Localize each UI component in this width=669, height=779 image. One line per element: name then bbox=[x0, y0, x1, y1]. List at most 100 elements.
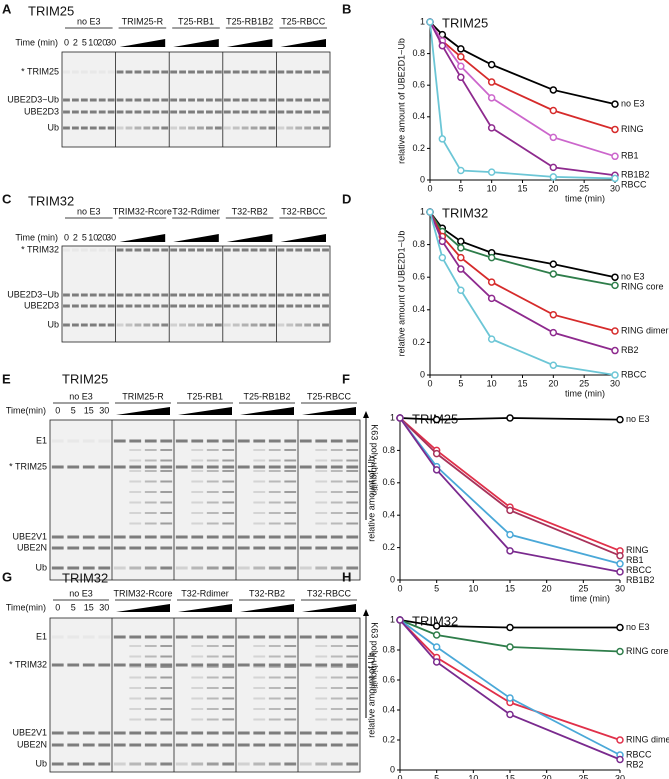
gel-band bbox=[250, 248, 258, 252]
time-tick: 2 bbox=[73, 37, 78, 47]
gel-band bbox=[67, 535, 80, 539]
gel-smear bbox=[222, 522, 235, 525]
y-tick-label: 0.2 bbox=[382, 734, 395, 744]
gel-band bbox=[116, 70, 124, 74]
panel-letter: E bbox=[2, 371, 11, 386]
data-point bbox=[396, 414, 404, 422]
gel-smear bbox=[315, 645, 328, 647]
gel-band bbox=[191, 465, 204, 469]
gel-band bbox=[206, 126, 213, 130]
gel-band bbox=[304, 293, 312, 297]
gel-band bbox=[82, 566, 95, 570]
data-point bbox=[457, 62, 465, 70]
gel-band bbox=[191, 663, 204, 667]
band-label: UBE2D3 bbox=[24, 300, 59, 310]
gel-band bbox=[330, 762, 343, 766]
gel-band bbox=[206, 323, 213, 327]
gel-band bbox=[299, 566, 312, 570]
gel-band bbox=[98, 70, 106, 74]
gel-smear bbox=[206, 645, 219, 647]
gel-band bbox=[268, 465, 281, 469]
gel-smear bbox=[330, 666, 343, 668]
gel-band bbox=[222, 663, 235, 667]
gel bbox=[61, 51, 331, 148]
gel-band bbox=[241, 98, 249, 102]
gel-band bbox=[98, 293, 106, 297]
gel-band bbox=[223, 248, 231, 252]
sample-label: TRIM32-Rcore bbox=[113, 588, 172, 598]
time-wedge bbox=[240, 604, 294, 612]
time-tick: 30 bbox=[106, 232, 116, 242]
gel-band bbox=[330, 465, 343, 469]
legend-label: RBCC bbox=[626, 749, 652, 759]
sample-label: no E3 bbox=[69, 588, 93, 598]
gel-smear bbox=[284, 655, 297, 658]
gel-band bbox=[51, 731, 64, 735]
gel-band bbox=[82, 635, 95, 639]
data-point bbox=[438, 253, 447, 262]
gel-smear bbox=[268, 449, 281, 451]
band-label: * TRIM25 bbox=[9, 461, 47, 471]
gel-band bbox=[284, 566, 297, 570]
y-axis-label: relative amount of Ub bbox=[366, 652, 376, 738]
gel-band bbox=[98, 635, 111, 639]
x-tick-label: 30 bbox=[610, 378, 620, 388]
gel-band bbox=[214, 323, 222, 327]
gel-band bbox=[214, 293, 222, 297]
gel-band bbox=[51, 743, 64, 747]
gel-smear bbox=[206, 501, 219, 504]
gel-band bbox=[237, 439, 250, 443]
gel-band bbox=[179, 98, 186, 102]
gel-smear bbox=[330, 449, 343, 451]
y-tick-label: 0.8 bbox=[412, 48, 425, 58]
gel-smear bbox=[129, 470, 142, 472]
x-tick-label: 30 bbox=[615, 583, 625, 593]
gel-band bbox=[80, 293, 88, 297]
sample-label: no E3 bbox=[77, 16, 101, 26]
sample-label: no E3 bbox=[77, 206, 101, 216]
gel-smear bbox=[330, 501, 343, 504]
gel-smear bbox=[330, 645, 343, 647]
y-tick-label: 0 bbox=[420, 369, 425, 379]
y-tick-label: 0 bbox=[390, 764, 395, 774]
chart-title: TRIM25 bbox=[442, 15, 488, 30]
sample-label: T32-RBCC bbox=[307, 588, 352, 598]
gel-smear bbox=[268, 718, 281, 721]
gel-band bbox=[161, 293, 169, 297]
gel-band bbox=[295, 126, 303, 130]
gel-band bbox=[315, 635, 328, 639]
x-tick-label: 20 bbox=[542, 773, 552, 779]
series-line bbox=[429, 21, 616, 158]
gel-band bbox=[268, 439, 281, 443]
gel-smear bbox=[268, 501, 281, 504]
gel-band bbox=[237, 762, 250, 766]
gel-band bbox=[98, 731, 111, 735]
gel-band bbox=[152, 293, 160, 297]
gel-smear bbox=[160, 666, 173, 668]
gel-band bbox=[134, 293, 142, 297]
legend-label: RING dimer bbox=[626, 734, 669, 744]
data-point bbox=[616, 568, 624, 576]
side-label: K63 poly-ubiquitin bbox=[370, 622, 380, 694]
time-wedge bbox=[173, 234, 219, 242]
gel-smear bbox=[315, 501, 328, 504]
gel-band bbox=[223, 70, 231, 74]
gel-smear bbox=[268, 676, 281, 679]
gel-band bbox=[222, 535, 235, 539]
gel-band bbox=[268, 546, 281, 550]
gel-band bbox=[107, 110, 115, 114]
gel-band bbox=[322, 98, 329, 102]
gel-smear bbox=[284, 718, 297, 721]
legend-label: RB2 bbox=[626, 759, 644, 769]
gel-smear bbox=[346, 470, 359, 472]
gel-band bbox=[253, 663, 266, 667]
gel-band bbox=[160, 635, 173, 639]
gel-smear bbox=[191, 512, 204, 514]
gel-band bbox=[89, 248, 97, 252]
gel-smear bbox=[268, 459, 281, 462]
gel-band bbox=[89, 110, 97, 114]
gel-band bbox=[125, 248, 133, 252]
x-tick-label: 10 bbox=[487, 183, 497, 193]
data-point bbox=[611, 281, 619, 290]
gel-band bbox=[161, 126, 169, 130]
